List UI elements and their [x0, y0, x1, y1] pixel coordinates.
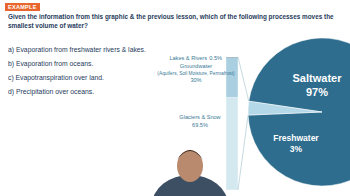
data-label: 97%	[306, 86, 328, 98]
connector	[238, 57, 249, 101]
bar-label: Groundwater	[180, 63, 212, 69]
question: Given the information from this graphic …	[8, 13, 346, 30]
option: c) Evapotranspiration over land.	[8, 74, 104, 81]
presenter-head	[177, 150, 203, 182]
data-label: 69.5%	[192, 122, 208, 128]
bar-label: Glaciers & Snow	[179, 114, 221, 120]
option: b) Evaporation from oceans.	[8, 60, 93, 67]
bar-segment	[226, 57, 238, 58]
bar-segment	[226, 58, 238, 98]
pie-label: Saltwater	[293, 72, 343, 84]
presenter	[152, 150, 228, 196]
connector	[238, 115, 248, 190]
pie-group	[248, 38, 350, 186]
data-label: 3%	[290, 144, 303, 154]
charts: Lakes & Rivers0.5% Groundwater (Aquifers, …	[0, 0, 350, 196]
bar-segment	[226, 98, 238, 190]
bar-label: Lakes & Rivers	[169, 55, 207, 61]
option: a) Evaporation from freshwater rivers & …	[8, 46, 146, 53]
option: d) Precipitation over oceans.	[8, 88, 94, 95]
annotation: (Aquifers, Soil Moisture, Permafrost)	[157, 71, 235, 76]
pie-slice	[248, 38, 350, 186]
example-tag: EXAMPLE	[5, 3, 40, 11]
pie-slice	[248, 101, 322, 115]
pie-label: Freshwater	[273, 133, 319, 143]
data-label: 0.5%	[209, 55, 222, 61]
bar-group	[226, 57, 238, 190]
presenter-hair	[177, 150, 203, 160]
data-label: 30%	[190, 77, 201, 83]
